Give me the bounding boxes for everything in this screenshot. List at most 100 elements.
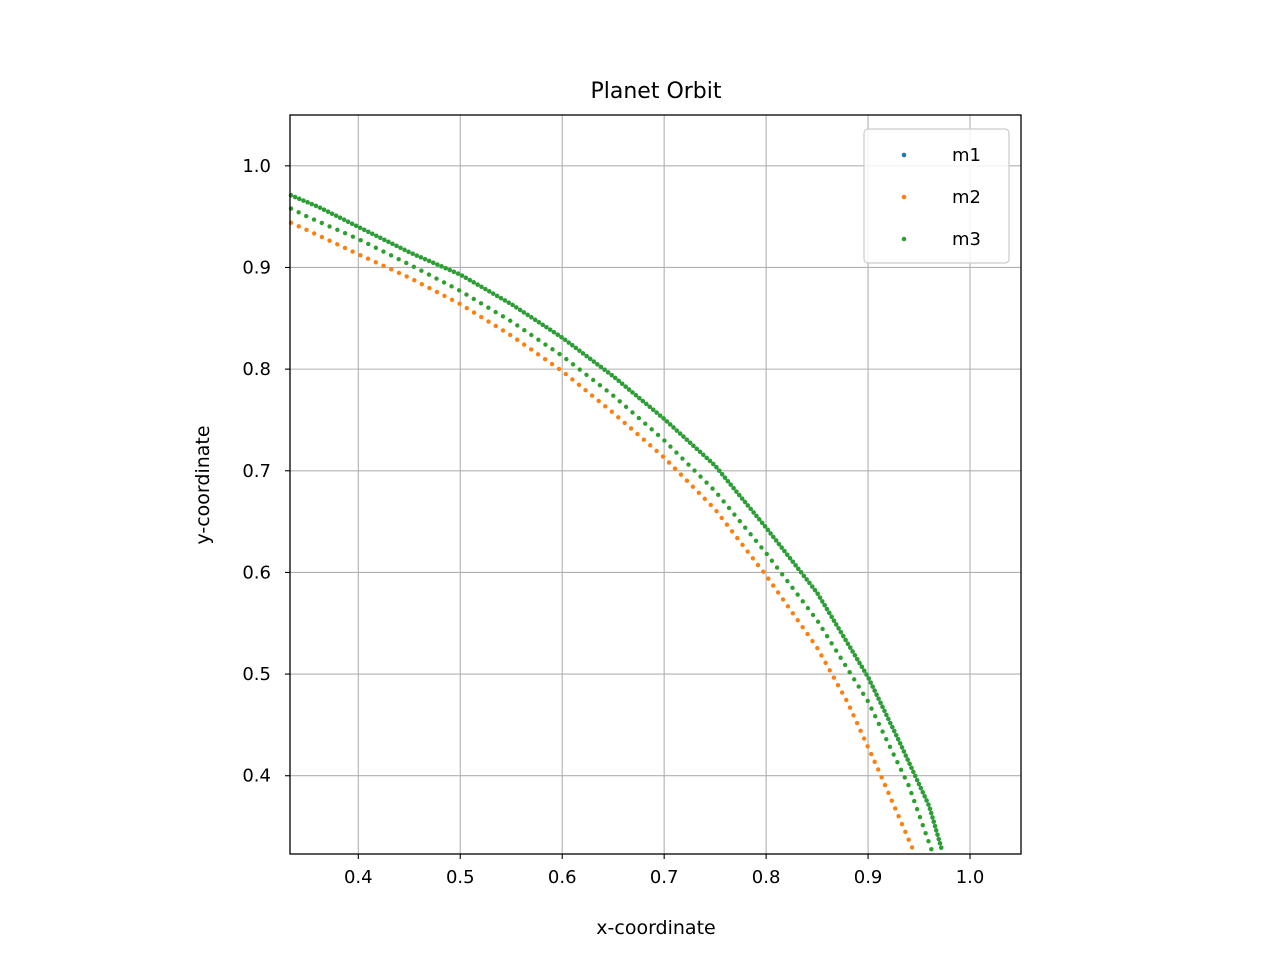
data-point-m2 — [702, 496, 707, 502]
data-point-m3 — [719, 471, 725, 477]
data-point-m2 — [729, 529, 735, 534]
data-point-m3 — [584, 353, 589, 359]
data-point-m3 — [464, 292, 469, 297]
data-point-m3 — [414, 253, 419, 258]
data-point-m3 — [406, 249, 411, 255]
data-point-m3 — [317, 205, 323, 210]
data-point-m3 — [833, 648, 839, 653]
data-point-m3 — [936, 836, 941, 842]
data-point-m3 — [892, 728, 897, 734]
data-point-m3 — [647, 404, 652, 410]
data-point-m3 — [716, 492, 721, 498]
data-point-m3 — [841, 633, 846, 639]
data-point-m3 — [630, 410, 635, 415]
data-point-m3 — [822, 603, 827, 608]
data-point-m3 — [529, 332, 534, 338]
data-point-m2 — [304, 227, 309, 233]
data-point-m3 — [490, 291, 496, 296]
x-tick-label: 1.0 — [956, 867, 985, 888]
data-point-m2 — [434, 289, 440, 295]
data-point-m3 — [378, 235, 383, 241]
data-point-m3 — [714, 465, 719, 470]
data-point-m3 — [475, 282, 480, 287]
data-point-m3 — [550, 347, 555, 352]
data-point-m3 — [394, 243, 399, 249]
data-point-m3 — [926, 802, 931, 807]
data-point-m2 — [815, 645, 820, 651]
data-point-m3 — [325, 209, 331, 214]
data-point-m2 — [500, 328, 506, 333]
data-point-m3 — [623, 384, 628, 389]
data-point-m3 — [815, 591, 820, 596]
x-tick-label: 0.4 — [344, 867, 373, 888]
data-point-m2 — [622, 420, 627, 426]
data-point-m3 — [888, 720, 893, 726]
data-point-m3 — [707, 458, 713, 464]
data-point-m2 — [745, 549, 750, 554]
data-point-m3 — [759, 545, 764, 550]
data-point-m2 — [896, 814, 901, 819]
data-point-m3 — [891, 752, 896, 757]
data-point-m3 — [790, 559, 795, 564]
data-point-m3 — [795, 592, 800, 597]
data-point-m3 — [297, 196, 302, 201]
data-point-m3 — [605, 370, 611, 375]
data-point-m3 — [815, 619, 821, 624]
data-point-m3 — [780, 572, 785, 577]
data-point-m3 — [757, 517, 762, 522]
data-point-m3 — [313, 203, 319, 208]
data-point-m2 — [780, 597, 786, 602]
data-point-m3 — [916, 781, 922, 787]
data-point-m2 — [886, 790, 891, 796]
data-point-m3 — [927, 806, 933, 811]
data-point-m3 — [920, 790, 925, 795]
data-point-m3 — [441, 280, 447, 285]
chart-title: Planet Orbit — [590, 79, 721, 104]
data-point-m3 — [870, 684, 875, 689]
data-point-m3 — [419, 268, 424, 273]
data-point-m3 — [398, 245, 403, 251]
data-point-m3 — [861, 691, 866, 696]
data-point-m2 — [609, 409, 615, 414]
data-point-m3 — [759, 520, 765, 526]
data-point-m3 — [455, 271, 461, 276]
data-point-m3 — [884, 712, 889, 718]
data-point-m3 — [847, 669, 852, 675]
data-point-m2 — [442, 293, 447, 299]
data-point-m3 — [838, 630, 844, 635]
data-point-m2 — [827, 668, 832, 673]
data-point-m3 — [785, 578, 790, 584]
data-point-m3 — [327, 224, 332, 229]
data-point-m3 — [536, 320, 542, 325]
data-point-m3 — [859, 664, 865, 670]
data-point-m3 — [662, 438, 667, 443]
data-point-m3 — [824, 633, 830, 639]
data-point-m3 — [805, 605, 811, 611]
data-point-m3 — [402, 247, 407, 253]
data-point-m3 — [342, 231, 348, 236]
data-point-m3 — [909, 765, 914, 770]
data-point-m3 — [903, 753, 908, 758]
data-point-m3 — [824, 606, 830, 612]
data-point-m3 — [800, 599, 805, 604]
data-point-m3 — [922, 794, 927, 799]
data-point-m3 — [771, 534, 776, 540]
data-point-m3 — [591, 359, 596, 364]
data-point-m3 — [725, 478, 731, 484]
data-point-m3 — [580, 351, 586, 356]
data-point-m3 — [855, 656, 860, 662]
data-point-m3 — [728, 482, 733, 487]
data-point-m3 — [731, 485, 736, 491]
data-point-m2 — [628, 426, 634, 431]
data-point-m3 — [876, 721, 882, 727]
data-point-m2 — [514, 337, 520, 342]
series-m2 — [288, 220, 915, 850]
data-point-m3 — [711, 461, 716, 467]
data-point-m2 — [724, 522, 730, 527]
data-point-m2 — [909, 845, 915, 850]
y-tick-label: 0.5 — [242, 664, 271, 685]
data-point-m3 — [426, 272, 432, 277]
data-point-m3 — [613, 375, 618, 381]
data-point-m3 — [869, 706, 874, 711]
data-point-m3 — [880, 704, 885, 710]
